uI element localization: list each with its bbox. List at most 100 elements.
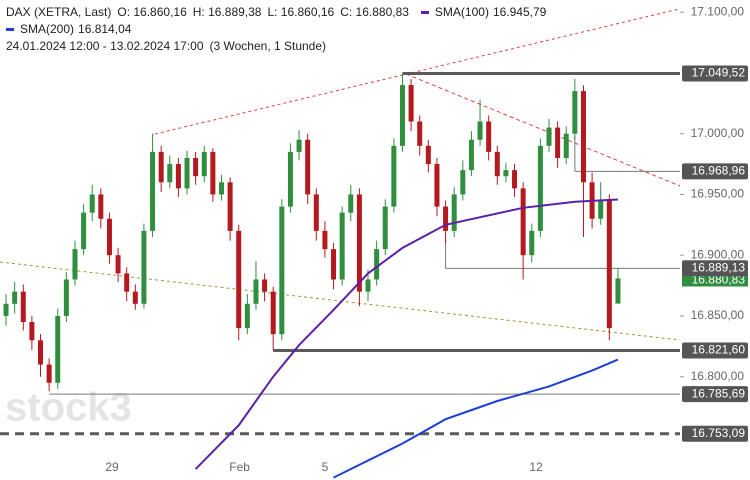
instrument: DAX (XETRA, Last) [6, 5, 112, 19]
candle-body [477, 121, 483, 140]
legend-value: 16.945,79 [492, 5, 547, 19]
ohlc-label: L: 16.860,16 [267, 5, 335, 19]
candle-body [425, 145, 431, 165]
level-tag [682, 260, 748, 277]
legend: SMA(100) 16.945,79 [420, 5, 552, 19]
candle-body [468, 139, 474, 171]
candle-body [46, 364, 52, 383]
candle-body [365, 279, 371, 292]
candle-body [494, 151, 500, 177]
header-row: SMA(200) 16.814,04 [6, 21, 558, 38]
candle-body [408, 85, 414, 122]
legend-swatch [420, 11, 429, 15]
candle-body [296, 139, 302, 152]
y-tick-label: 16.800,00 [691, 369, 745, 383]
candle-body [546, 127, 552, 146]
candle-body [167, 164, 173, 183]
candle-body [305, 139, 311, 195]
header-row: DAX (XETRA, Last) O: 16.860,16 H: 16.889,3… [6, 4, 558, 21]
candle-body [279, 206, 285, 335]
ohlc-label: O: 16.860,16 [117, 5, 187, 19]
candle-body [572, 91, 578, 134]
candle-body [184, 157, 190, 189]
candle-body [382, 206, 388, 250]
ohlc: O: 16.860,16 H: 16.889,38 L: 16.860,16 C: 1… [117, 5, 415, 19]
level-label: 16.785,69 [692, 386, 746, 400]
y-tick-label: 16.950,00 [691, 187, 745, 201]
candle-body [434, 164, 440, 207]
legend-name: SMA(100) [434, 5, 489, 19]
x-tick-label: Feb [229, 460, 250, 474]
candle-body [20, 291, 26, 323]
candle-body [262, 279, 268, 292]
y-tick-label: 17.000,00 [691, 126, 745, 140]
candle-body [529, 230, 535, 256]
candle-body [72, 249, 78, 280]
candle-body [29, 322, 35, 341]
level-tag [682, 342, 748, 359]
legend-swatch [6, 28, 14, 32]
level-label: 16.968,96 [692, 164, 746, 178]
sma-line [194, 198, 618, 470]
legend-name: SMA(200) [20, 22, 75, 36]
legend: SMA(200) 16.814,04 [6, 22, 137, 36]
candle-body [580, 91, 586, 183]
level-tag [682, 163, 748, 180]
y-tick-label: 17.100,00 [691, 4, 745, 18]
candle-body [606, 200, 612, 329]
level-label: 16.889,13 [692, 261, 746, 275]
x-tick-label: 12 [529, 460, 543, 474]
level-label: 17.049,52 [692, 66, 746, 80]
candle-body [399, 85, 405, 146]
candle-body [218, 182, 224, 195]
header-row: 24.01.2024 12:00 - 13.02.2024 17:00 (3 Wo… [6, 38, 558, 55]
candle-body [486, 121, 492, 152]
candle-body [150, 151, 156, 231]
candle-body [55, 315, 61, 383]
level-tag [682, 425, 748, 442]
ohlc-label: H: 16.889,38 [192, 5, 262, 19]
candle-body [193, 157, 199, 177]
candle-body [443, 206, 449, 231]
candle-body [417, 121, 423, 146]
candle-body [98, 194, 104, 219]
x-tick-label: 29 [105, 460, 119, 474]
candle-body [38, 340, 44, 365]
candle-body [244, 303, 250, 329]
candle-body [391, 145, 397, 207]
candle-body [555, 127, 561, 158]
y-tick-label: 16.850,00 [691, 308, 745, 322]
candle-body [615, 278, 621, 304]
candle-body [201, 151, 207, 177]
candle-body [132, 291, 138, 304]
watermark: stock3 [5, 386, 132, 430]
candle-body [598, 200, 604, 219]
x-tick-label: 5 [322, 460, 329, 474]
candle-body [374, 249, 380, 280]
candle-body [503, 170, 509, 177]
period-note: (3 Wochen, 1 Stunde) [209, 39, 327, 53]
candle-body [451, 194, 457, 231]
candle-body [253, 279, 259, 304]
candle-body [63, 279, 69, 316]
level-label: 16.821,60 [692, 343, 746, 357]
candle-body [124, 273, 130, 292]
candle-body [537, 145, 543, 231]
candle-body [313, 194, 319, 231]
candle-body [175, 164, 181, 189]
candle-body [141, 230, 147, 304]
candle-body [331, 249, 337, 280]
sma-line [333, 358, 619, 479]
candle-body [81, 212, 87, 250]
candle-body [3, 303, 9, 316]
y-tick-label: 16.900,00 [691, 247, 745, 261]
trend-line [0, 261, 681, 341]
candle-body [89, 194, 95, 213]
candle-body [106, 218, 112, 256]
candle-body [512, 170, 518, 189]
candle-body [339, 212, 345, 280]
candle-body [348, 194, 354, 213]
candle-body [158, 151, 164, 183]
